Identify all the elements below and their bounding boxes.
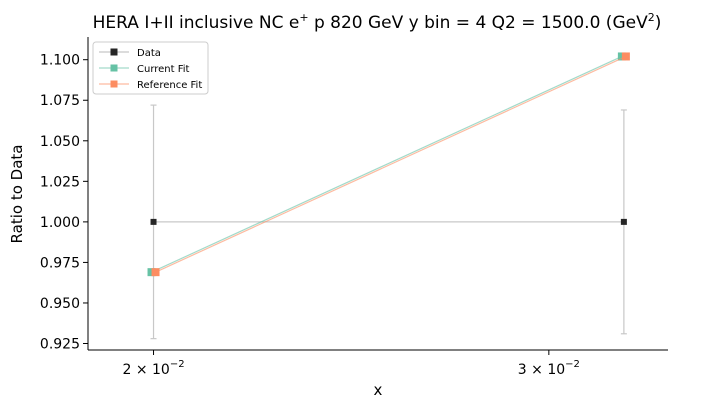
plot-area: [147, 52, 630, 340]
data-point: [151, 268, 160, 277]
series-line: [151, 55, 623, 273]
chart-title: HERA I+II inclusive NC e+ p 820 GeV y bi…: [93, 11, 662, 33]
legend-label: Data: [137, 48, 161, 59]
series-reference-fit: [151, 52, 630, 277]
x-tick-label: 2 × 10−2: [122, 359, 184, 378]
y-ticks: 0.925 0.950 0.975 1.000 1.025 1.050 1.075 1.100: [40, 53, 88, 353]
legend: Data Current Fit Reference Fit: [92, 41, 209, 95]
x-ticks: 2 × 10−2 3 × 10−2: [122, 350, 580, 378]
legend-marker: [110, 64, 118, 72]
data-point: [620, 218, 627, 225]
y-tick-label: 0.975: [40, 255, 80, 271]
y-tick-label: 1.025: [40, 174, 80, 190]
y-tick-label: 1.050: [40, 134, 80, 150]
y-tick-label: 0.950: [40, 296, 80, 312]
legend-marker: [110, 80, 118, 88]
y-tick-label: 1.075: [40, 93, 80, 109]
x-axis-title: x: [374, 381, 383, 399]
legend-label: Reference Fit: [137, 80, 202, 91]
legend-label: Current Fit: [137, 64, 190, 75]
legend-marker: [110, 48, 118, 56]
x-tick-label: 3 × 10−2: [518, 359, 580, 378]
data-point: [621, 52, 630, 61]
legend-frame: [92, 41, 209, 95]
y-tick-label: 1.000: [40, 215, 80, 231]
series-data: [150, 104, 627, 340]
y-axis-title: Ratio to Data: [8, 145, 26, 244]
y-tick-label: 1.100: [40, 53, 80, 69]
y-tick-label: 0.925: [40, 337, 80, 353]
data-point: [150, 218, 157, 225]
series-line: [155, 55, 627, 273]
